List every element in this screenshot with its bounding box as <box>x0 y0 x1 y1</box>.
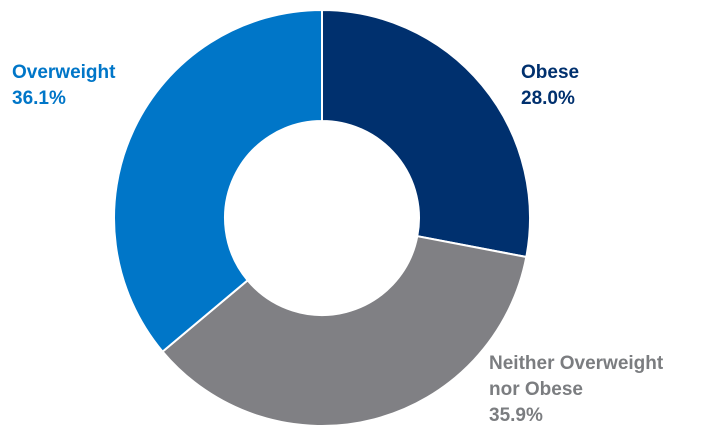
slice-label-neither-value: 35.9% <box>489 405 543 426</box>
slice-neither <box>161 235 528 427</box>
slice-label-neither-category: Neither Overweight nor Obese <box>489 353 664 400</box>
slice-overweight <box>113 8 323 353</box>
slice-label-overweight-category: Overweight <box>12 62 116 83</box>
slice-label-overweight: Overweight 36.1% <box>12 60 115 112</box>
slice-obese <box>321 8 531 259</box>
slice-label-overweight-value: 36.1% <box>12 88 66 109</box>
slice-label-obese-category: Obese <box>521 62 580 83</box>
slice-label-neither: Neither Overweight nor Obese 35.9% <box>489 351 663 429</box>
slice-label-obese: Obese 28.0% <box>521 60 579 112</box>
slice-label-obese-value: 28.0% <box>521 88 575 109</box>
